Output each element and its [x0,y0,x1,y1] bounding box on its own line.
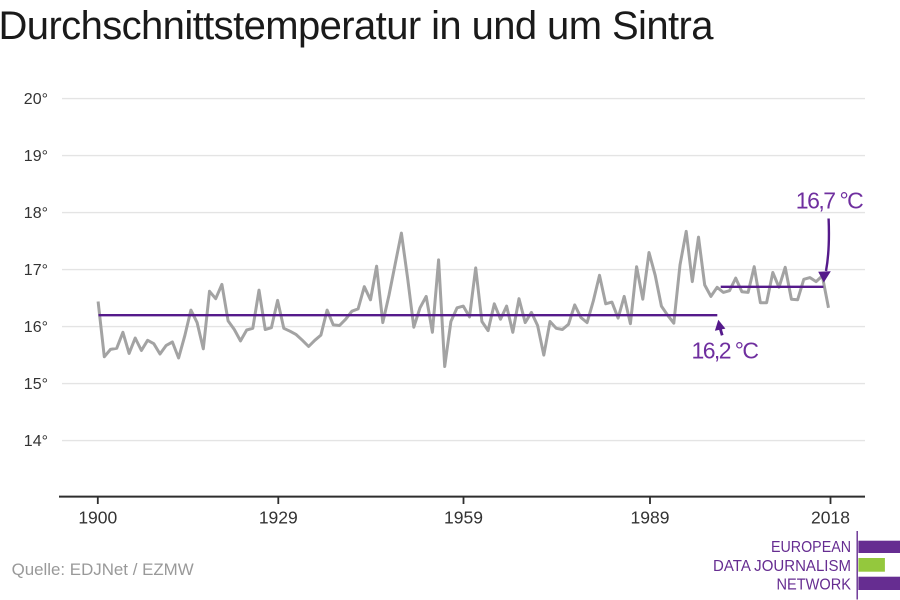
svg-text:1900: 1900 [78,508,117,528]
svg-text:1929: 1929 [259,508,298,528]
svg-text:15°: 15° [24,376,48,393]
svg-text:1989: 1989 [631,508,670,528]
svg-text:1959: 1959 [444,508,483,528]
svg-text:Durchschnittstemperatur in und: Durchschnittstemperatur in und um Sintra [0,4,714,48]
svg-text:16°: 16° [24,319,48,336]
svg-text:16,7 °C: 16,7 °C [796,187,864,213]
svg-text:18°: 18° [24,205,48,222]
svg-text:Quelle: EDJNet / EZMW: Quelle: EDJNet / EZMW [12,560,194,579]
svg-text:16,2 °C: 16,2 °C [692,338,760,364]
svg-text:NETWORK: NETWORK [777,577,852,594]
svg-text:DATA JOURNALISM: DATA JOURNALISM [713,558,851,575]
svg-text:20°: 20° [24,91,48,108]
svg-text:14°: 14° [24,433,48,450]
svg-text:17°: 17° [24,262,48,279]
svg-text:EUROPEAN: EUROPEAN [771,539,851,556]
svg-text:2018: 2018 [811,508,850,528]
svg-text:19°: 19° [24,148,48,165]
